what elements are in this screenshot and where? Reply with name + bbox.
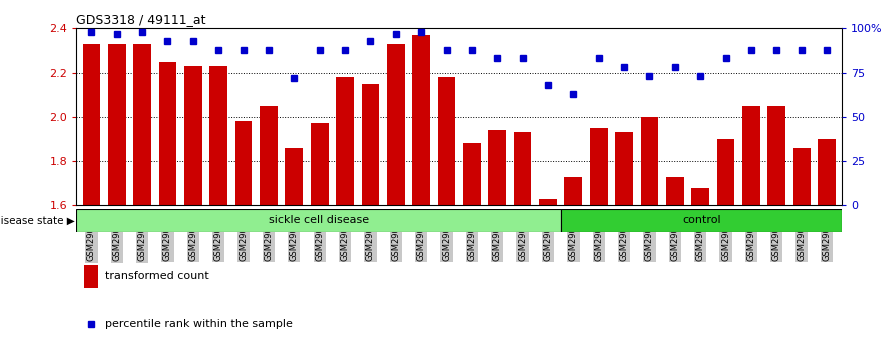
Bar xyxy=(666,177,684,205)
Bar xyxy=(84,265,98,288)
Bar xyxy=(513,132,531,205)
Text: sickle cell disease: sickle cell disease xyxy=(269,215,369,225)
Bar xyxy=(818,139,836,205)
Bar xyxy=(539,199,556,205)
Bar xyxy=(76,209,561,232)
Bar xyxy=(590,128,607,205)
Bar xyxy=(692,188,709,205)
Bar xyxy=(717,139,735,205)
Bar xyxy=(742,106,760,205)
Bar xyxy=(488,130,506,205)
Text: control: control xyxy=(683,215,721,225)
Bar xyxy=(108,44,125,205)
Bar xyxy=(286,148,303,205)
Text: transformed count: transformed count xyxy=(105,272,209,281)
Bar xyxy=(311,124,329,205)
Bar xyxy=(387,44,405,205)
Text: percentile rank within the sample: percentile rank within the sample xyxy=(105,319,293,329)
Bar xyxy=(235,121,253,205)
Bar xyxy=(210,66,227,205)
Bar xyxy=(159,62,177,205)
Bar xyxy=(564,177,582,205)
Bar xyxy=(437,77,455,205)
Bar xyxy=(82,44,100,205)
Bar xyxy=(134,44,151,205)
Bar xyxy=(412,35,430,205)
Bar xyxy=(260,106,278,205)
Bar xyxy=(561,209,842,232)
Bar xyxy=(616,132,633,205)
Text: GDS3318 / 49111_at: GDS3318 / 49111_at xyxy=(76,13,206,26)
Bar xyxy=(463,143,481,205)
Bar xyxy=(767,106,785,205)
Bar xyxy=(641,117,659,205)
Bar xyxy=(362,84,379,205)
Bar xyxy=(336,77,354,205)
Bar xyxy=(793,148,811,205)
Text: disease state ▶: disease state ▶ xyxy=(0,215,74,225)
Bar xyxy=(184,66,202,205)
